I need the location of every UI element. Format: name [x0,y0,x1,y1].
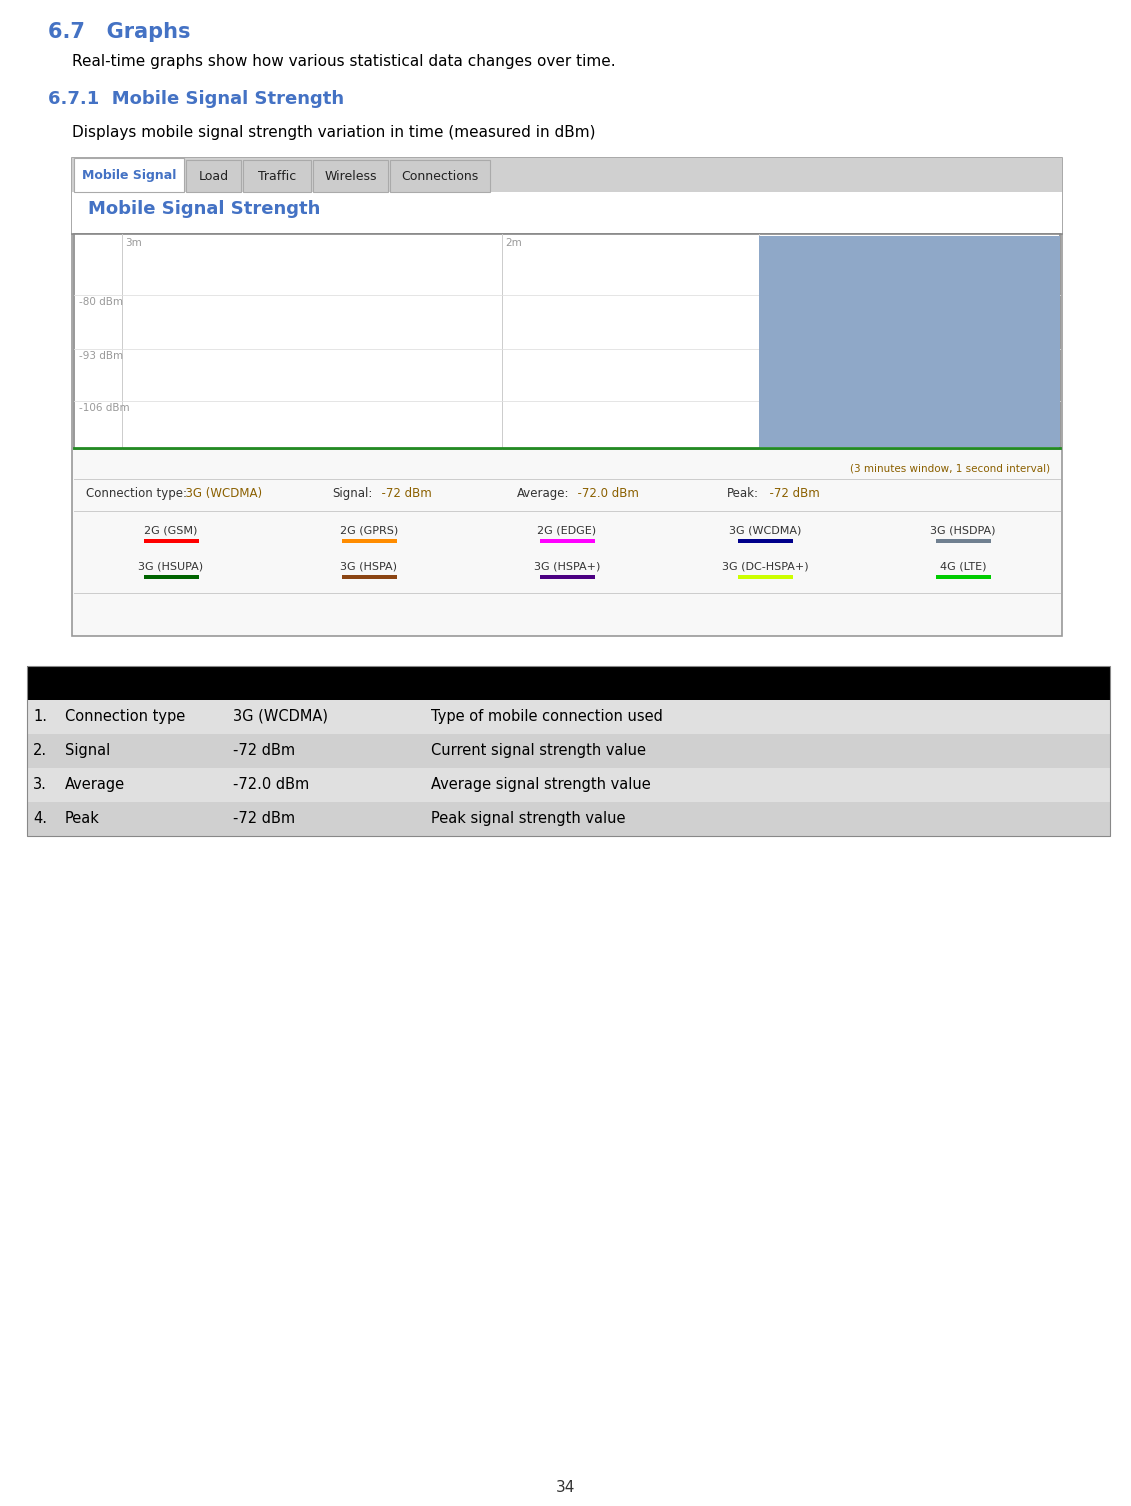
Text: Average: Average [64,777,126,792]
Text: 4G (LTE): 4G (LTE) [940,562,986,571]
Bar [27,803,1110,836]
Bar [74,233,1060,449]
Text: 3G (HSPA): 3G (HSPA) [340,562,397,571]
Text: -72 dBm: -72 dBm [233,742,295,758]
Bar [342,575,397,578]
Text: -72.0 dBm: -72.0 dBm [570,486,639,500]
Text: 2G (GPRS): 2G (GPRS) [340,526,398,535]
Bar [935,539,991,544]
Text: Average:: Average: [517,486,570,500]
Bar [390,160,490,191]
Text: 6.7.1  Mobile Signal Strength: 6.7.1 Mobile Signal Strength [48,90,344,108]
Bar [313,160,388,191]
Text: -72 dBm: -72 dBm [233,810,295,825]
Text: Mobile Signal Strength: Mobile Signal Strength [88,200,320,218]
Text: 3G (WCDMA): 3G (WCDMA) [233,708,328,723]
Text: 3G (DC-HSPA+): 3G (DC-HSPA+) [722,562,809,571]
Bar [27,666,1110,700]
Text: Displays mobile signal strength variation in time (measured in dBm): Displays mobile signal strength variatio… [72,125,596,140]
Text: 2m: 2m [506,238,521,248]
Bar [27,768,1110,803]
Bar [935,575,991,578]
Text: Real-time graphs show how various statistical data changes over time.: Real-time graphs show how various statis… [72,54,615,69]
Text: -106 dBm: -106 dBm [79,402,130,413]
Text: Signal:: Signal: [333,486,372,500]
Bar [27,666,1110,836]
Text: 1m: 1m [762,238,779,248]
Text: 2.: 2. [33,742,48,758]
Text: -72 dBm: -72 dBm [762,486,820,500]
Text: Peak: Peak [64,810,100,825]
Text: 6.7   Graphs: 6.7 Graphs [48,23,190,42]
Bar [72,158,1062,636]
Bar [144,575,199,578]
Text: Peak signal strength value: Peak signal strength value [431,810,625,825]
Text: Current signal strength value: Current signal strength value [431,742,646,758]
Text: Load: Load [198,170,228,182]
Text: Connection type: Connection type [64,708,185,723]
Text: Wireless: Wireless [325,170,377,182]
Text: Type of mobile connection used: Type of mobile connection used [431,708,663,723]
Bar [144,539,199,544]
Bar [539,575,595,578]
Text: Mobile Signal: Mobile Signal [81,169,176,182]
Bar [539,539,595,544]
Bar [737,539,793,544]
Bar [72,158,1062,191]
Bar [243,160,311,191]
Bar [72,191,1062,233]
Text: 3m: 3m [126,238,141,248]
Text: Signal: Signal [64,742,110,758]
Text: -93 dBm: -93 dBm [79,351,123,361]
Text: 3G (HSPA+): 3G (HSPA+) [534,562,601,571]
Text: 2G (EDGE): 2G (EDGE) [537,526,596,535]
Text: Connection type:: Connection type: [86,486,187,500]
Text: Peak:: Peak: [727,486,759,500]
Text: Connections: Connections [402,170,478,182]
Text: 3G (WCDMA): 3G (WCDMA) [728,526,801,535]
Bar [342,539,397,544]
Text: 4.: 4. [33,810,48,825]
Bar [27,700,1110,733]
Text: 3G (HSDPA): 3G (HSDPA) [931,526,995,535]
Text: (3 minutes window, 1 second interval): (3 minutes window, 1 second interval) [849,462,1050,473]
Bar [27,733,1110,768]
Text: -72 dBm: -72 dBm [374,486,432,500]
Bar [759,236,1060,447]
Text: 2G (GSM): 2G (GSM) [145,526,198,535]
Bar [74,158,184,191]
Bar [185,160,241,191]
Text: 3G (WCDMA): 3G (WCDMA) [178,486,262,500]
Text: -72.0 dBm: -72.0 dBm [233,777,309,792]
Text: Average signal strength value: Average signal strength value [431,777,650,792]
Text: 3G (HSUPA): 3G (HSUPA) [138,562,204,571]
Text: 3.: 3. [33,777,46,792]
Text: 1.: 1. [33,708,48,723]
Text: 34: 34 [555,1480,576,1495]
Bar [737,575,793,578]
Text: -80 dBm: -80 dBm [79,297,123,307]
Text: Traffic: Traffic [258,170,296,182]
